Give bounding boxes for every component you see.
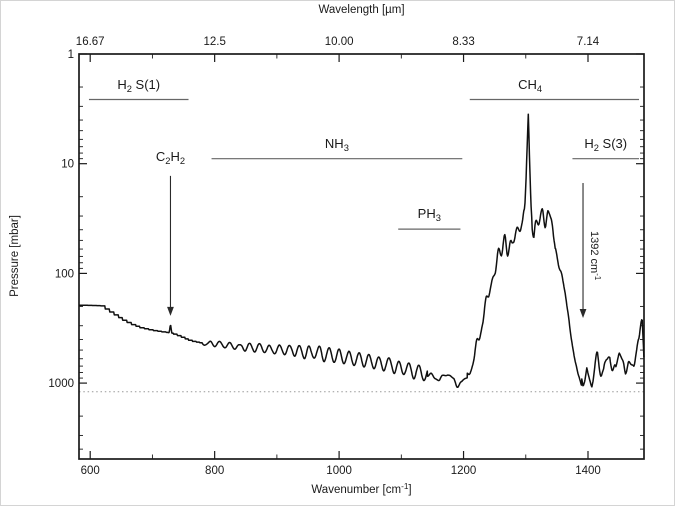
axis-title-text: ] xyxy=(408,484,412,497)
label-text: C xyxy=(155,148,166,164)
x-tick-label: 1000 xyxy=(326,465,352,477)
label-text: NH xyxy=(324,135,344,151)
label-text: H xyxy=(584,135,594,151)
axis-title-superscript: -1 xyxy=(401,482,409,491)
y-tick-label: 1000 xyxy=(48,378,74,390)
arrow-head-wn-1392 xyxy=(579,308,587,318)
label-subscript: 3 xyxy=(343,142,349,153)
wavelength-tick-label: 12.5 xyxy=(203,36,225,48)
y-axis-title: Pressure [mbar] xyxy=(9,215,21,297)
label-subscript: 4 xyxy=(536,83,543,94)
label-text: S(3) xyxy=(598,135,628,151)
label-superscript: -1 xyxy=(593,273,603,281)
annotation-label-h2-s3: H2 S(3) xyxy=(584,136,627,153)
label-subscript: 2 xyxy=(593,142,599,153)
label-text: S(1) xyxy=(131,76,161,92)
wavelength-tick-label: 10.00 xyxy=(325,36,354,48)
y-tick-label: 1 xyxy=(68,49,74,61)
wavelength-tick-label: 7.14 xyxy=(577,36,600,48)
label-text: H xyxy=(117,76,127,92)
label-text: CH xyxy=(518,76,537,92)
y-tick-label: 10 xyxy=(61,159,74,171)
label-subscript: 2 xyxy=(179,156,186,166)
x-tick-label: 800 xyxy=(205,465,224,477)
annotation-label-h2-s1: H2 S(1) xyxy=(117,77,160,94)
y-tick-label: 100 xyxy=(55,268,74,280)
label-subscript: 3 xyxy=(435,213,441,224)
axis-title-text: Wavenumber [cm xyxy=(311,484,402,497)
annotation-label-ch4: CH4 xyxy=(518,77,542,94)
label-text: H xyxy=(170,148,180,164)
label-subscript: 2 xyxy=(126,83,132,94)
x-tick-label: 1400 xyxy=(575,465,601,477)
x-tick-label: 600 xyxy=(81,465,100,477)
annotation-label-c2h2: C2H2 xyxy=(156,149,185,166)
wavelength-tick-label: 16.67 xyxy=(76,36,105,48)
annotation-label-wn-1392: 1392 cm-1 xyxy=(588,231,602,280)
label-text: 1392 cm xyxy=(588,231,601,274)
bottom-axis-title: Wavenumber [cm-1] xyxy=(79,482,644,496)
annotation-label-nh3: NH3 xyxy=(325,136,349,153)
label-subscript: 2 xyxy=(165,156,171,166)
wavelength-tick-label: 8.33 xyxy=(452,36,474,48)
top-axis-title: Wavelength [µm] xyxy=(318,4,405,16)
arrow-head-c2h2 xyxy=(167,306,174,316)
x-tick-label: 1200 xyxy=(451,465,477,477)
plot-frame xyxy=(78,53,645,460)
annotation-label-ph3: PH3 xyxy=(418,206,441,223)
label-text: PH xyxy=(417,206,436,222)
spectrum-curve xyxy=(78,113,645,389)
